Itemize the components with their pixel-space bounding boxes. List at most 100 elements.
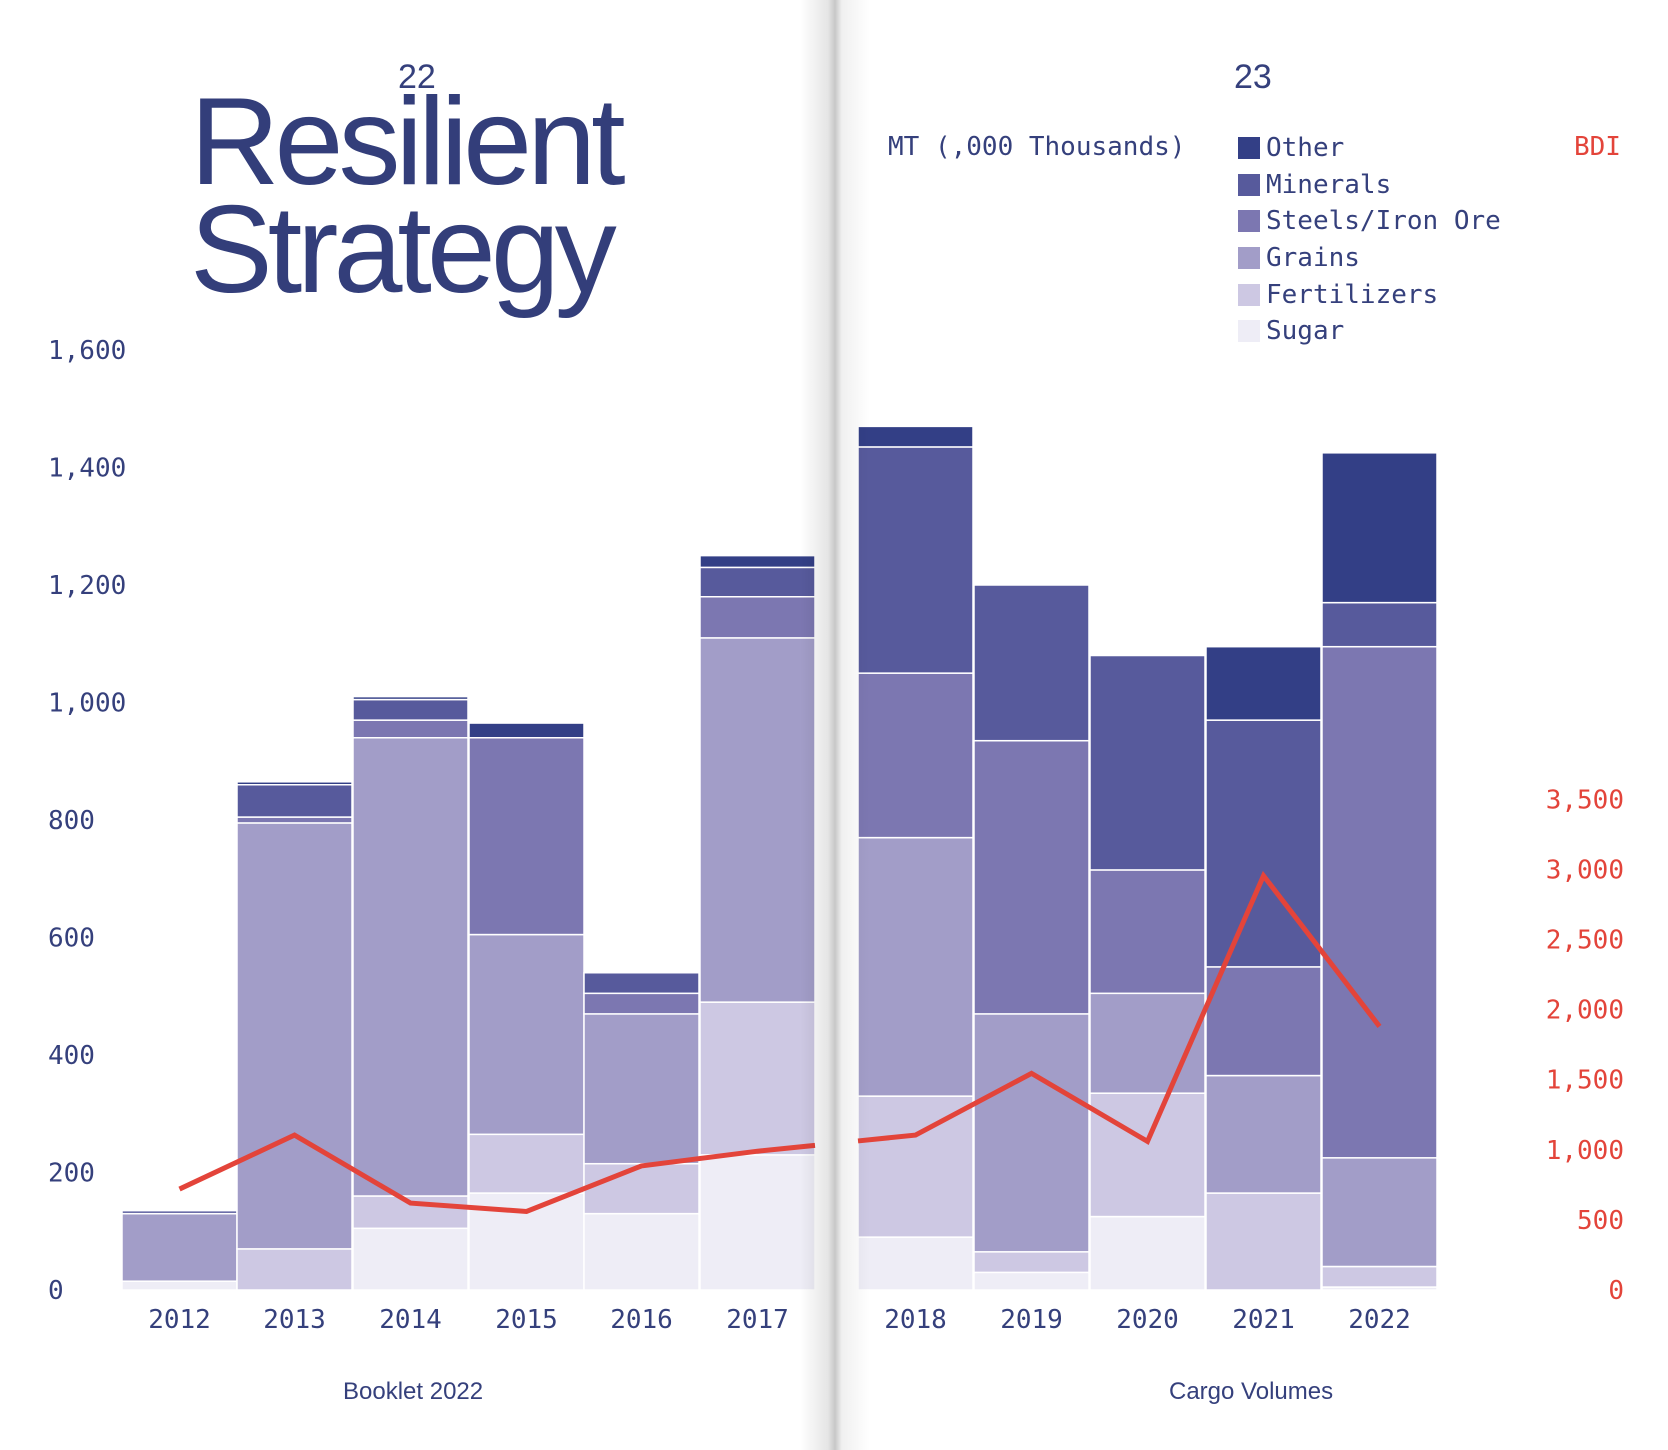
y-left-tick-label: 400 [48, 1041, 95, 1071]
bar-segment [1321, 1265, 1438, 1288]
x-tick-label: 2016 [610, 1305, 673, 1335]
bar-segment [857, 1236, 974, 1291]
y-right-tick-label: 1,500 [1546, 1066, 1624, 1096]
bdi-axis-label: BDI [1574, 132, 1621, 162]
bar-segment [352, 737, 469, 1197]
bar-segment [583, 1013, 700, 1165]
bar-segment [121, 1212, 238, 1282]
bar-segment [699, 554, 816, 569]
bar-segment [1089, 1215, 1206, 1291]
legend-item: Other [1238, 130, 1501, 167]
y-right-tick-label: 1,000 [1546, 1136, 1624, 1166]
legend-item: Grains [1238, 240, 1501, 277]
bar-segment [236, 822, 353, 1250]
bar-segment [1205, 966, 1322, 1077]
title-line-2: Strategy [190, 181, 617, 319]
y-right-tick-label: 2,500 [1546, 926, 1624, 956]
bar-segment [352, 1195, 469, 1230]
bar-segment [583, 1162, 700, 1215]
footer-left: Booklet 2022 [343, 1378, 484, 1405]
y-left-tick-label: 200 [48, 1159, 95, 1189]
bar-segment [236, 781, 353, 786]
legend-label: Other [1266, 133, 1345, 164]
bar-segment [699, 1154, 816, 1291]
y-right-tick-label: 3,000 [1546, 855, 1624, 885]
x-tick-label: 2014 [379, 1305, 442, 1335]
bar-segment [352, 719, 469, 739]
legend-swatch [1238, 283, 1260, 306]
y-left-tick-label: 800 [48, 806, 95, 836]
y-left-tick-label: 1,000 [48, 689, 126, 719]
page-number-left: 22 [398, 58, 436, 96]
x-tick-label: 2012 [148, 1305, 211, 1335]
bar-segment [236, 1248, 353, 1291]
bar-segment [857, 672, 974, 839]
bar-segment [236, 816, 353, 824]
y-left-tick-label: 600 [48, 924, 95, 954]
bar-segment [699, 596, 816, 639]
bar-segment [973, 1013, 1090, 1253]
bar-segment [857, 836, 974, 1097]
legend-item: Steels/Iron Ore [1238, 203, 1501, 240]
bar-segment [1321, 645, 1438, 1159]
y-left-tick-label: 1,400 [48, 454, 126, 484]
legend-label: Fertilizers [1266, 279, 1439, 310]
bar-segment [236, 784, 353, 818]
bar-segment [1205, 645, 1322, 721]
y-right-tick-label: 0 [1608, 1276, 1624, 1306]
legend-label: Sugar [1266, 316, 1345, 347]
bdi-line [178, 1132, 816, 1215]
legend-swatch [1238, 173, 1260, 196]
x-tick-label: 2019 [1000, 1305, 1063, 1335]
legend-swatch [1238, 137, 1260, 160]
x-tick-label: 2020 [1116, 1305, 1179, 1335]
bar-segment [973, 584, 1090, 742]
x-tick-label: 2022 [1348, 1305, 1411, 1335]
bar-segment [468, 933, 585, 1136]
x-tick-label: 2018 [884, 1305, 947, 1335]
x-tick-label: 2021 [1232, 1305, 1295, 1335]
bar-segment [699, 566, 816, 598]
bar-segment [857, 446, 974, 674]
legend-label: Steels/Iron Ore [1266, 206, 1501, 237]
legend-swatch [1238, 247, 1260, 270]
bar-segment [699, 1001, 816, 1156]
x-tick-label: 2015 [495, 1305, 558, 1335]
page-title: Resilient Strategy [190, 80, 626, 319]
bar-segment [352, 1227, 469, 1291]
bar-segment [468, 722, 585, 739]
y-axis-unit-label: MT (,000 Thousands) [888, 132, 1186, 162]
bar-segment [121, 1280, 238, 1291]
bar-segment [1321, 1157, 1438, 1268]
bar-segment [699, 637, 816, 1003]
bar-segment [973, 739, 1090, 1015]
bar-segment [1321, 452, 1438, 604]
y-right-tick-label: 2,000 [1546, 996, 1624, 1026]
legend-label: Grains [1266, 243, 1360, 274]
bar-segment [1205, 1192, 1322, 1291]
bar-segment [857, 425, 974, 448]
legend-item: Sugar [1238, 313, 1501, 350]
page-number-right: 23 [1234, 58, 1272, 96]
legend-label: Minerals [1266, 169, 1392, 200]
bar-segment [583, 972, 700, 995]
bar-segment [1089, 992, 1206, 1094]
y-right-tick-label: 3,500 [1546, 785, 1624, 815]
bar-segment [468, 737, 585, 936]
bar-segment [583, 1212, 700, 1291]
x-tick-label: 2013 [263, 1305, 326, 1335]
bar-segment [352, 698, 469, 721]
legend-item: Fertilizers [1238, 276, 1501, 313]
bar-segment [1089, 654, 1206, 871]
chart-legend: Other Minerals Steels/Iron Ore Grains Fertil… [1238, 130, 1501, 350]
bar-segment [1205, 1074, 1322, 1194]
y-left-tick-label: 1,600 [48, 336, 126, 366]
bar-segment [973, 1251, 1090, 1274]
footer-right: Cargo Volumes [1169, 1378, 1334, 1405]
bdi-line [857, 870, 1382, 1145]
y-right-tick-label: 500 [1577, 1206, 1624, 1236]
legend-swatch [1238, 320, 1260, 343]
bar-segment [857, 1095, 974, 1238]
bar-segment [973, 1271, 1090, 1291]
